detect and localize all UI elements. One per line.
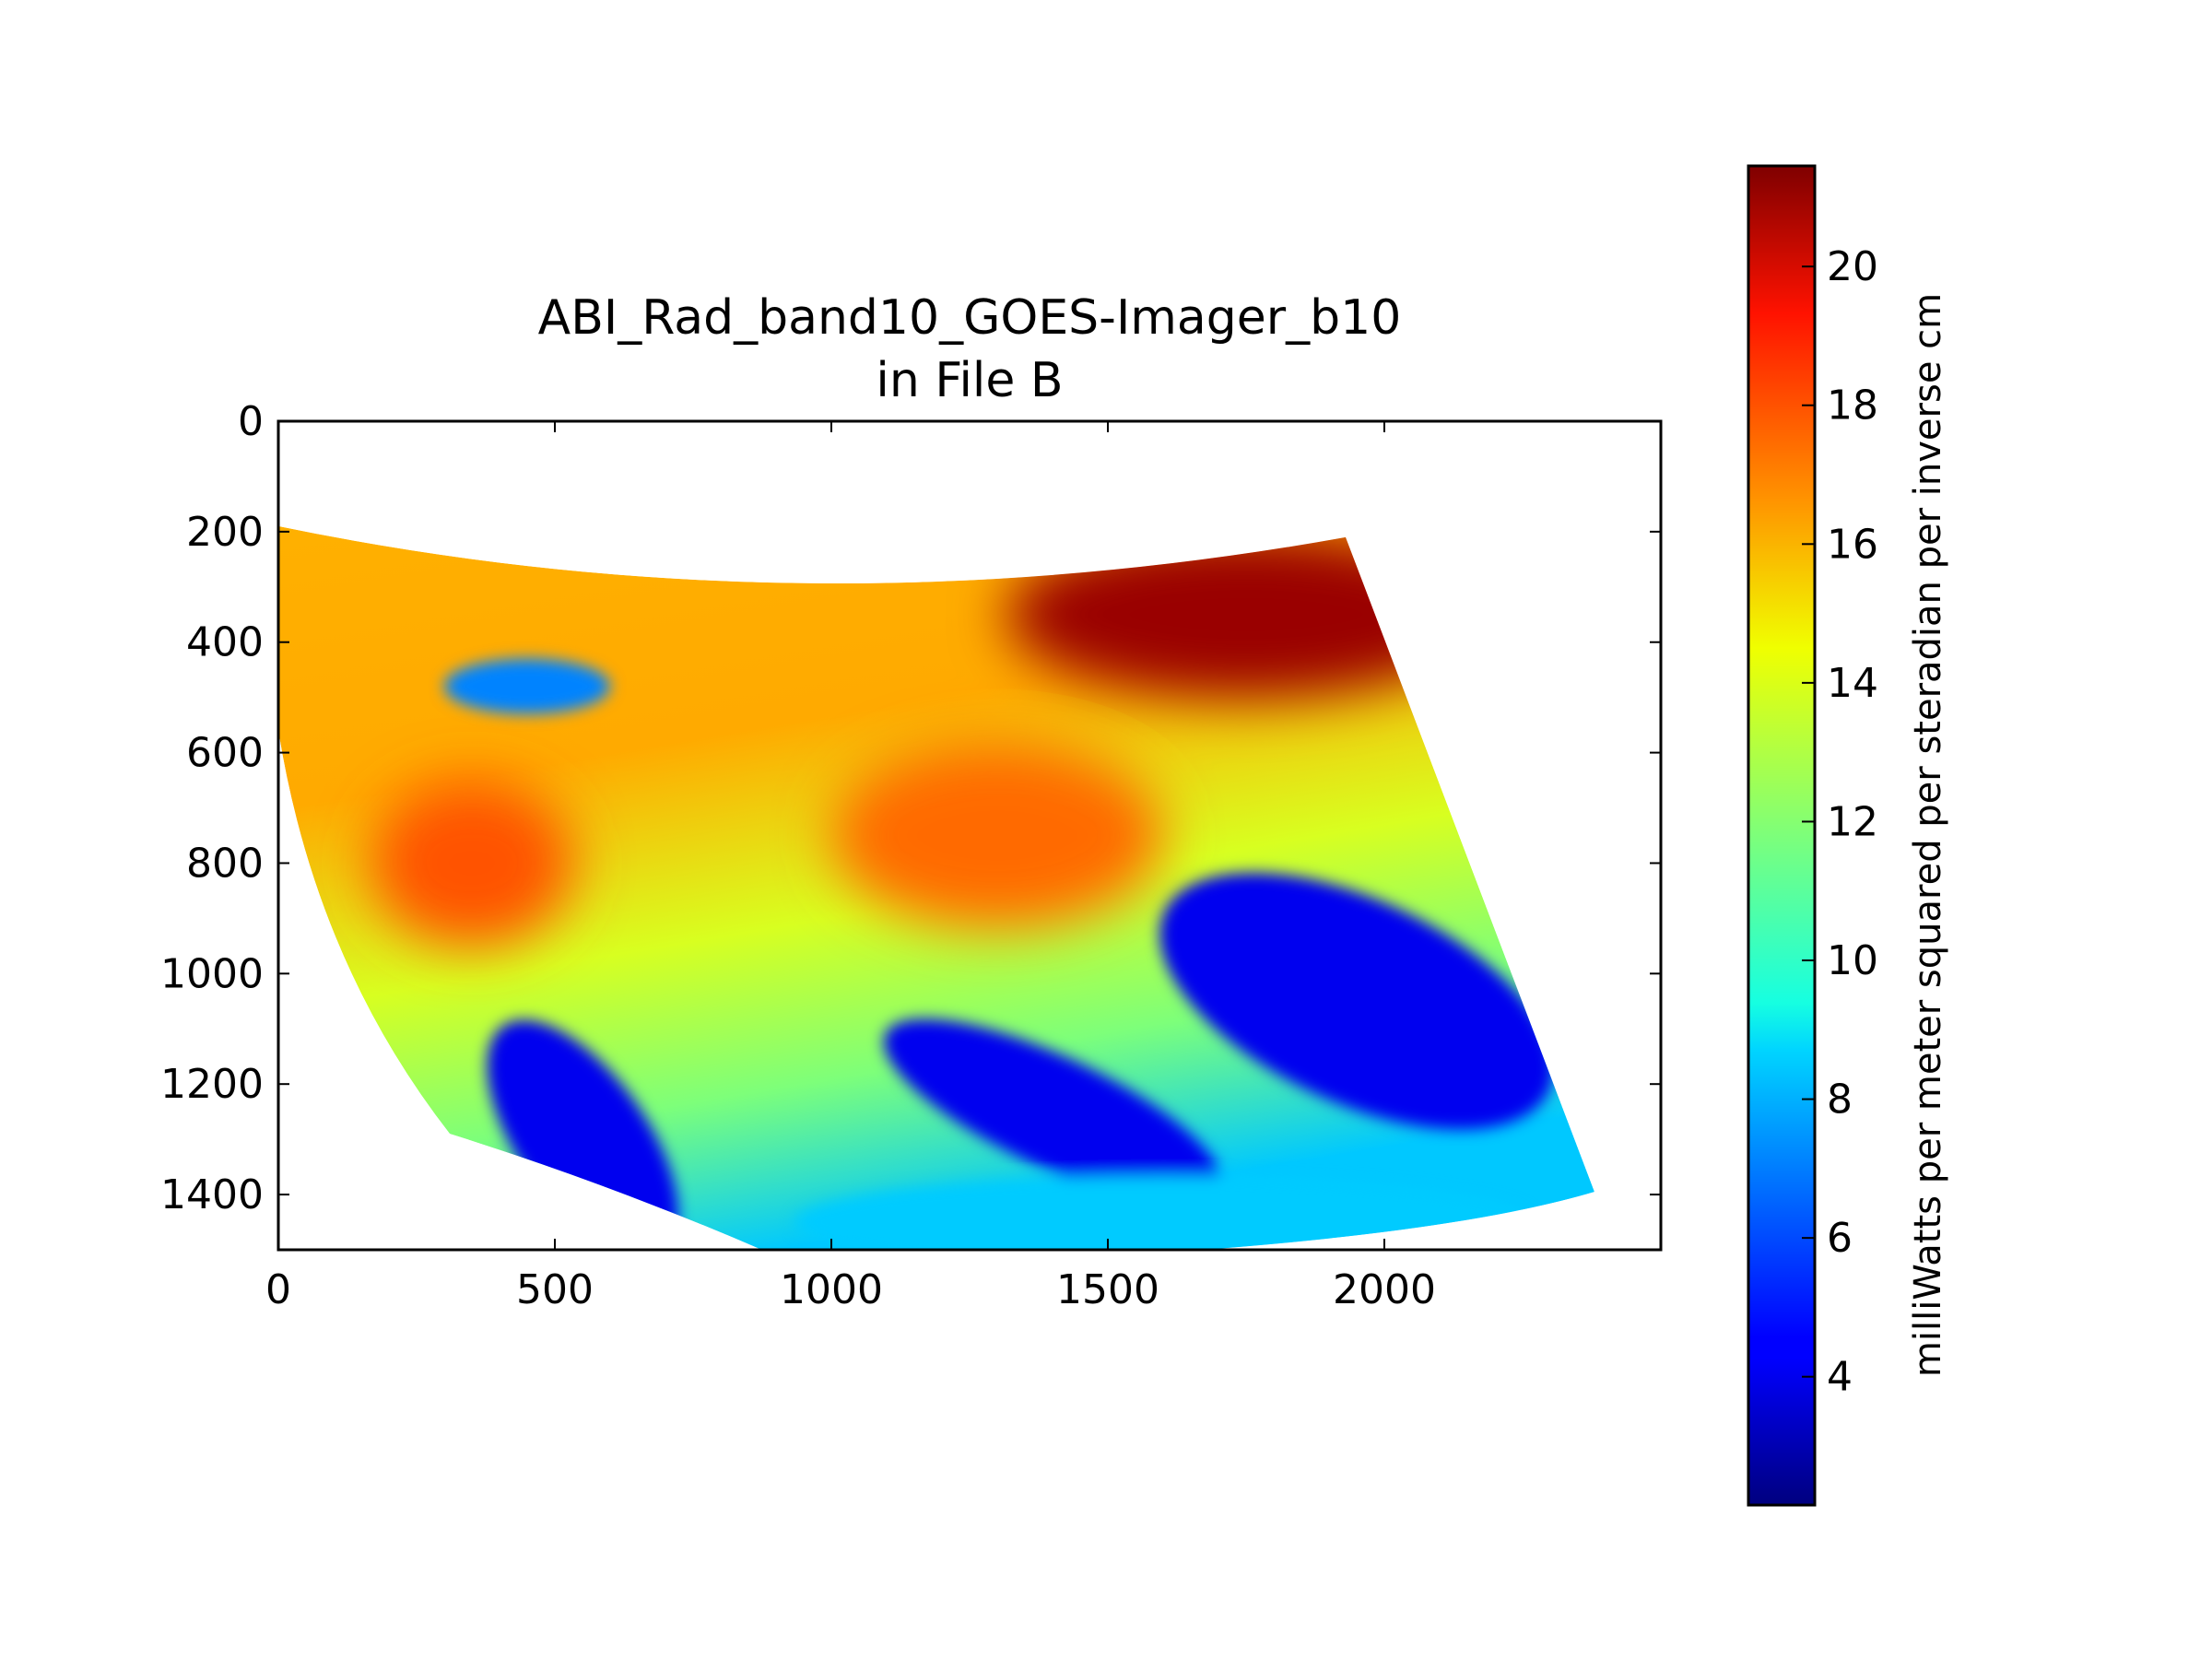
colorbar-gradient xyxy=(1747,164,1817,1507)
colorbar-tick-label: 10 xyxy=(1827,937,1878,984)
colorbar-tick-label: 16 xyxy=(1827,521,1878,568)
x-tick-label: 2000 xyxy=(1333,1266,1436,1313)
x-tick-label: 1000 xyxy=(780,1266,883,1313)
axes-frame xyxy=(276,419,1663,1252)
plot-title: ABI_Rad_band10_GOES-Imager_b10 in File B xyxy=(538,290,1402,408)
radiance-image xyxy=(278,525,1594,1250)
region-warm-west xyxy=(371,780,573,947)
region-cloud-south-central xyxy=(883,1018,1222,1205)
title-line-2: in File B xyxy=(876,353,1063,408)
y-tick-label: 600 xyxy=(186,730,264,777)
y-tick-label: 400 xyxy=(186,619,264,666)
region-cool-south-edge xyxy=(794,1176,1532,1250)
x-tick-label: 500 xyxy=(516,1266,594,1313)
x-axis: 0 500 1000 1500 2000 xyxy=(265,421,1436,1313)
colorbar-tick-label: 18 xyxy=(1827,382,1878,429)
y-tick-label: 1000 xyxy=(160,950,264,997)
region-cloud-northwest xyxy=(444,658,610,714)
y-tick-label: 800 xyxy=(186,840,264,887)
x-tick-label: 1500 xyxy=(1056,1266,1159,1313)
y-tick-label: 1400 xyxy=(160,1171,264,1218)
region-warm-northeast xyxy=(1006,531,1486,698)
colorbar: 4 6 8 10 12 14 16 18 20 milliWatts per meter squ… xyxy=(1747,164,1949,1507)
title-line-1: ABI_Rad_band10_GOES-Imager_b10 xyxy=(538,290,1402,346)
y-tick-label: 1200 xyxy=(160,1061,264,1108)
colorbar-tick-label: 4 xyxy=(1827,1354,1853,1401)
colorbar-label: milliWatts per meter squared per steradi… xyxy=(1907,293,1949,1377)
y-tick-label: 0 xyxy=(238,398,264,445)
y-tick-label: 200 xyxy=(186,509,264,556)
colorbar-tick-label: 6 xyxy=(1827,1215,1853,1262)
colorbar-tick-label: 20 xyxy=(1827,243,1878,290)
y-axis: 0 200 400 600 800 1000 1200 1400 xyxy=(160,398,1661,1218)
colorbar-tick-label: 12 xyxy=(1827,798,1878,845)
colorbar-tick-label: 8 xyxy=(1827,1077,1853,1124)
region-warm-central xyxy=(831,743,1163,928)
x-tick-label: 0 xyxy=(265,1266,291,1313)
colorbar-tick-label: 14 xyxy=(1827,660,1878,707)
region-cloud-east xyxy=(1159,873,1554,1130)
